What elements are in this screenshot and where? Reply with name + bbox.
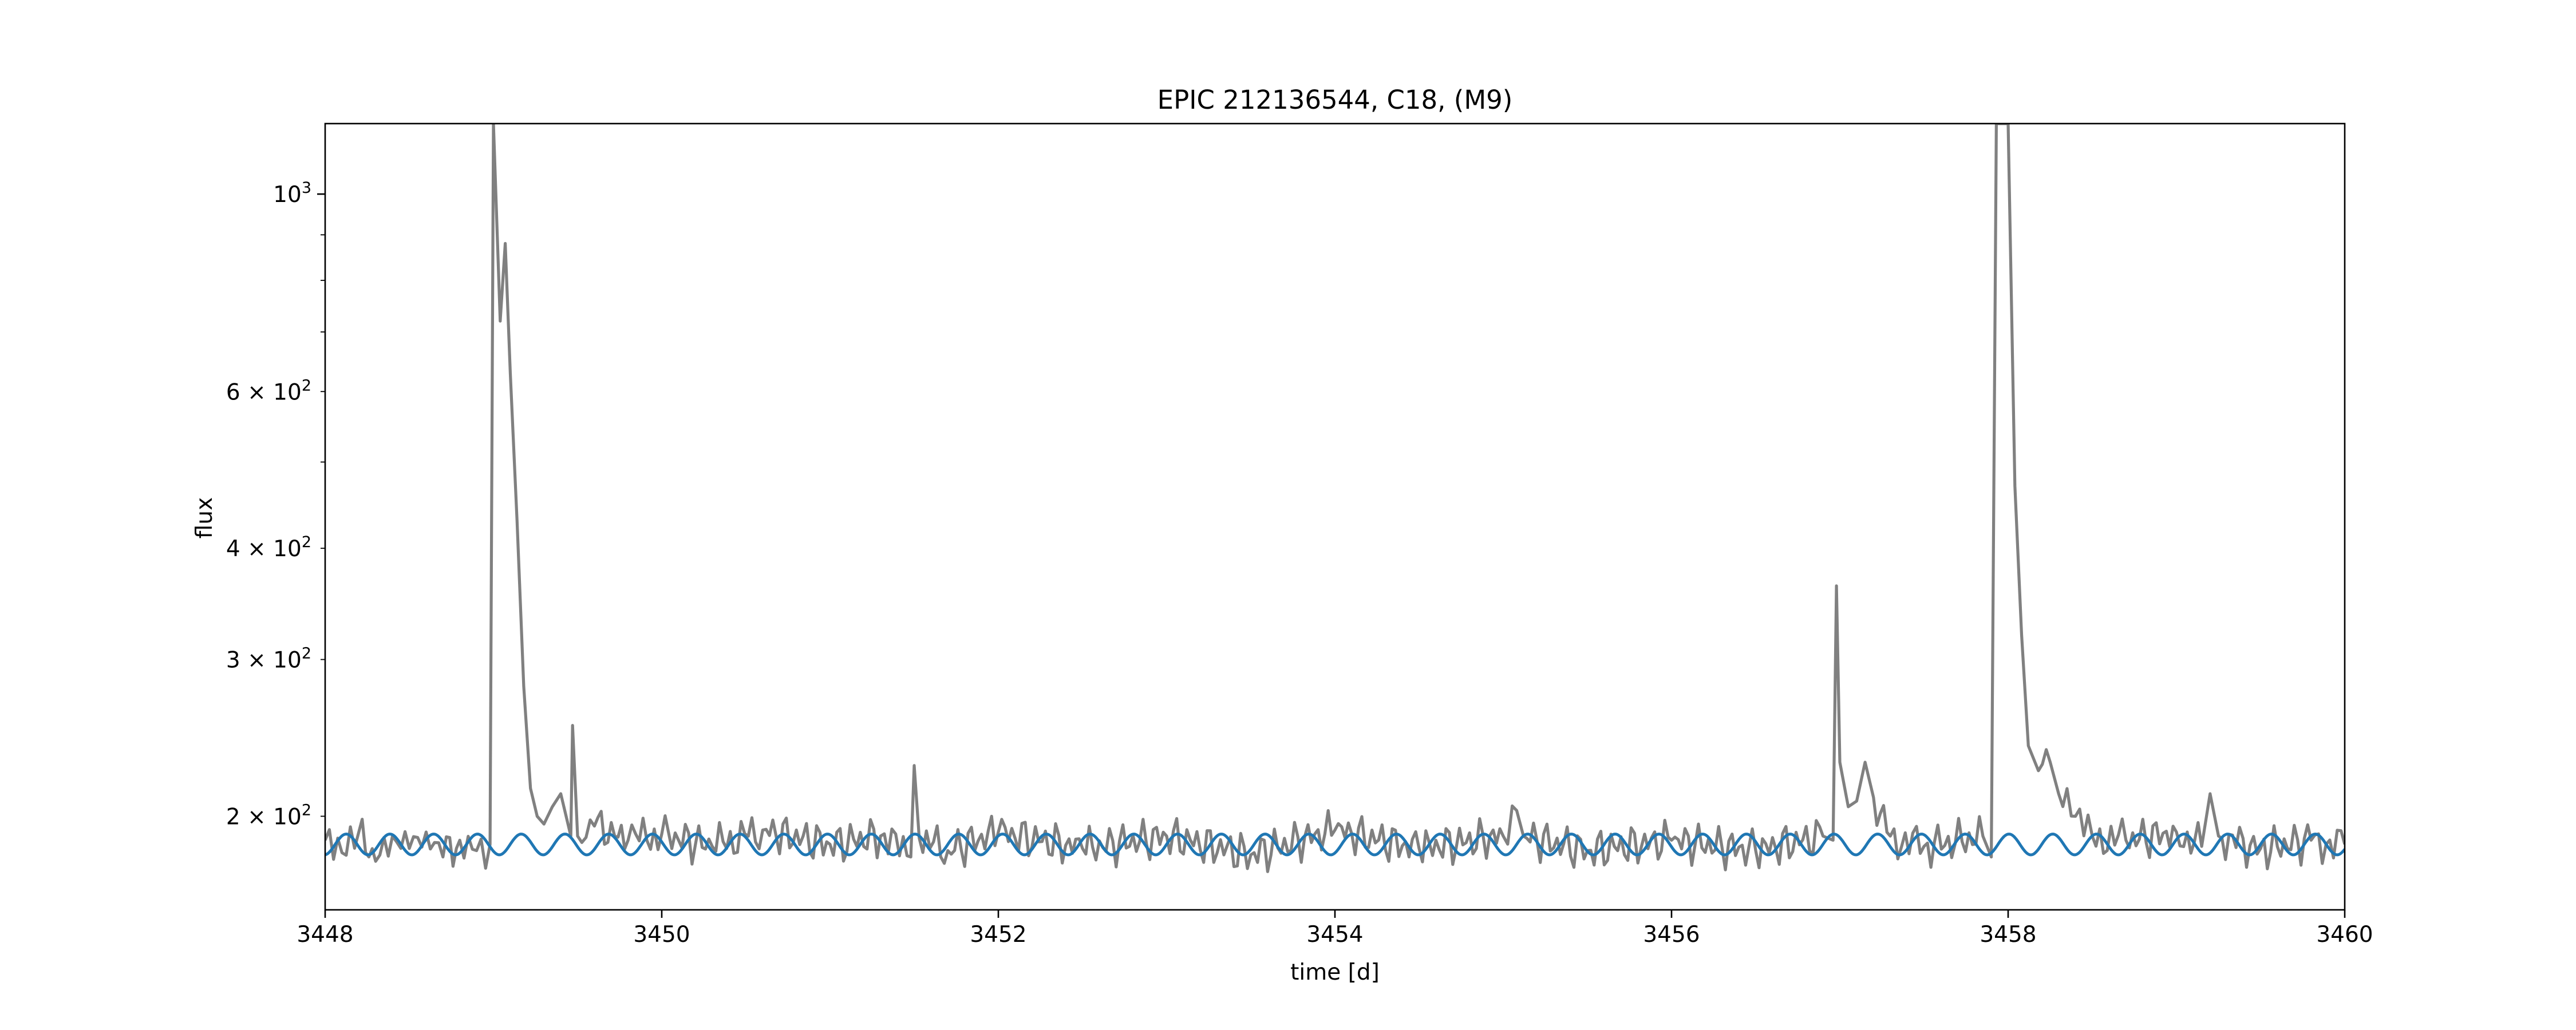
x-tick-label: 3454 (1306, 922, 1363, 948)
x-axis-ticks: 3448 3450 3452 3454 3456 3458 3460 (297, 910, 2373, 948)
y-axis-ticks: 103 2 × 102 3 × 102 4 × 102 6 × 102 (226, 179, 325, 830)
series-layer (325, 124, 2345, 873)
x-tick-label: 3458 (1980, 922, 2036, 948)
model-fit-line (325, 833, 2345, 857)
x-tick-label: 3450 (633, 922, 690, 948)
y-tick-label: 6 × 102 (226, 377, 311, 405)
y-tick-label: 103 (273, 179, 311, 208)
y-tick-label: 2 × 102 (226, 801, 311, 830)
plot-frame (324, 122, 2346, 911)
y-tick-label: 3 × 102 (226, 645, 311, 674)
y-axis-label: flux (192, 497, 218, 538)
x-tick-label: 3460 (2316, 922, 2373, 948)
y-tick-label: 4 × 102 (226, 533, 311, 562)
x-tick-label: 3452 (970, 922, 1026, 948)
x-tick-label: 3448 (297, 922, 353, 948)
chart-title: EPIC 212136544, C18, (M9) (1157, 85, 1513, 115)
x-tick-label: 3456 (1643, 922, 1700, 948)
x-axis-label: time [d] (1290, 960, 1380, 985)
flux-line (325, 124, 2345, 873)
